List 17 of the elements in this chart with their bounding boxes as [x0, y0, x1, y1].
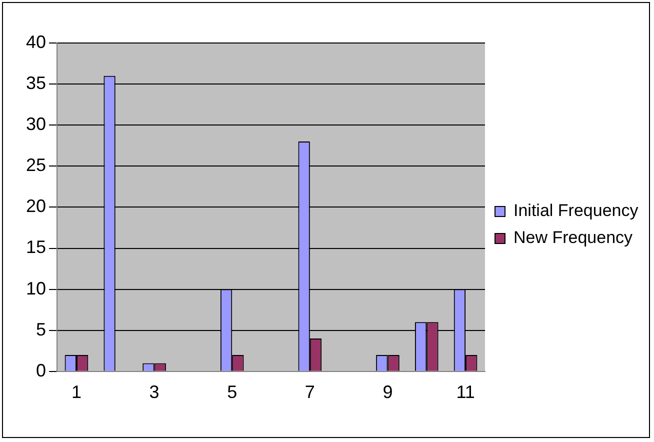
x-tick-label: 11	[456, 382, 475, 402]
x-tick-label: 1	[71, 382, 82, 402]
y-tick-label: 15	[26, 237, 46, 258]
x-tick-label: 7	[304, 382, 315, 402]
legend-label: Initial Frequency	[514, 201, 639, 220]
x-tick-label: 9	[382, 382, 393, 402]
y-tick-label: 5	[36, 319, 46, 340]
x-tick-label: 3	[149, 382, 160, 402]
x-tick-label: 5	[227, 382, 238, 402]
y-tick-label: 35	[26, 73, 46, 94]
y-tick-label: 0	[36, 360, 46, 380]
y-tick-label: 10	[26, 278, 46, 298]
legend-label: New Frequency	[514, 228, 634, 248]
y-tick-label: 20	[26, 196, 46, 216]
y-tick-label: 40	[26, 32, 46, 52]
y-tick-label: 30	[26, 114, 46, 134]
y-tick-label: 25	[26, 155, 46, 176]
